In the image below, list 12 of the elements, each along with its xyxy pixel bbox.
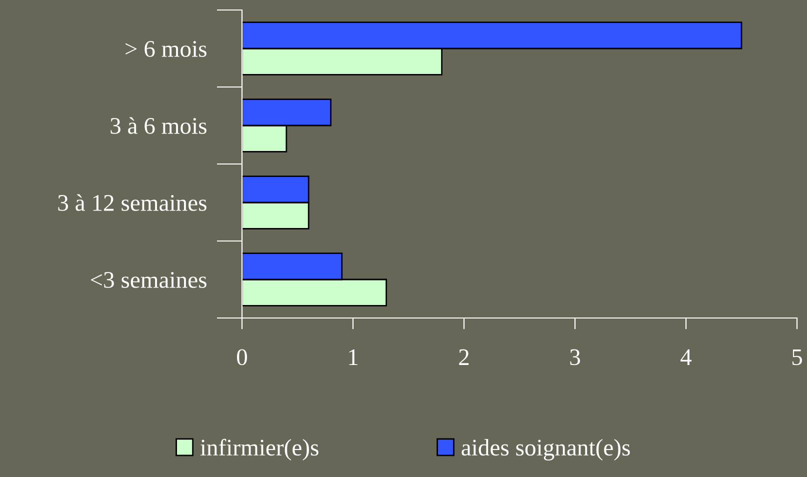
x-tick-label: 1 [349, 349, 358, 365]
x-tick-label: 2 [459, 349, 469, 365]
y-tick-label: 3 à 12 semaines [58, 194, 206, 211]
legend-label: infirmier(e)s [200, 438, 318, 460]
legend-label: aides soignant(e)s [462, 439, 630, 461]
x-tick-label: 0 [236, 349, 248, 366]
x-tick-label: 3 [570, 349, 580, 366]
y-tick-label: 3 à 6 mois [110, 117, 206, 134]
x-tick-label: 5 [792, 349, 802, 366]
x-tick-label: 4 [680, 349, 692, 365]
y-tick-label: > 6 mois [126, 41, 206, 57]
y-tick-label: <3 semaines [90, 272, 206, 288]
